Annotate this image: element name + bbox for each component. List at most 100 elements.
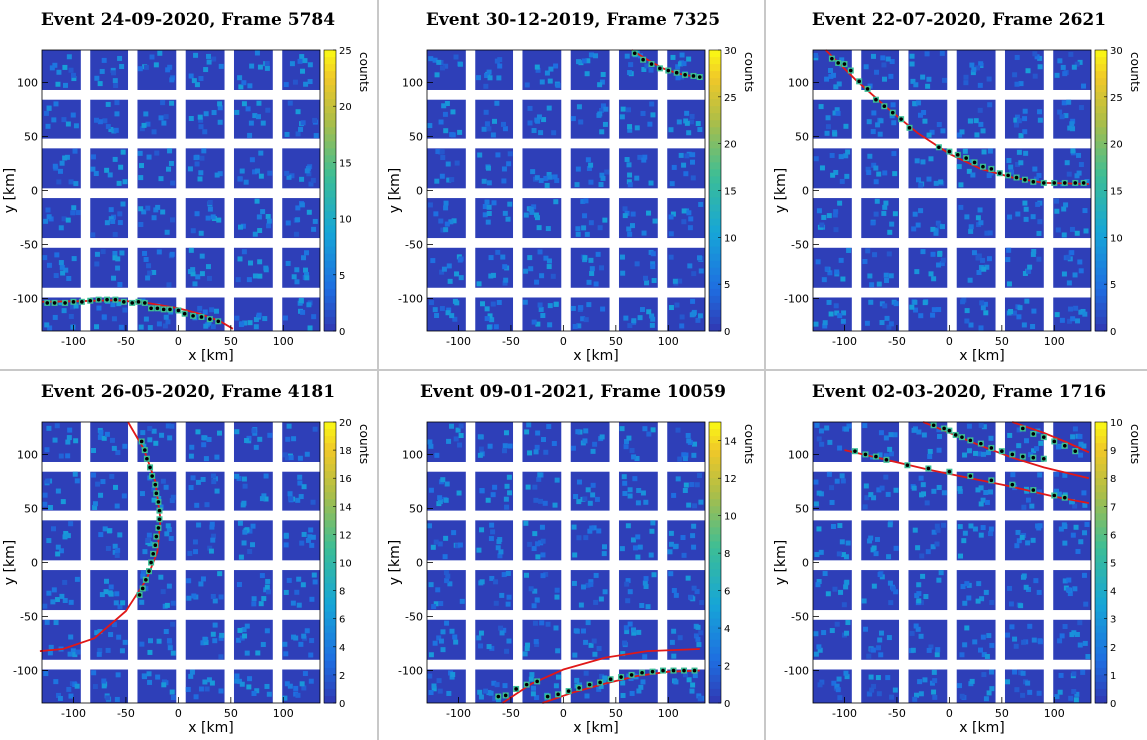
noise-pixel: [1013, 117, 1019, 123]
colorbar-segment: [1095, 583, 1107, 592]
noise-pixel: [1070, 148, 1076, 154]
track-point: [1000, 449, 1004, 453]
noise-pixel: [198, 117, 204, 123]
noise-pixel: [42, 255, 48, 261]
colorbar-tick-label: 0: [1110, 327, 1116, 338]
noise-pixel: [308, 527, 314, 533]
noise-pixel: [90, 154, 96, 160]
noise-pixel: [241, 540, 247, 546]
noise-pixel: [1022, 116, 1028, 122]
noise-pixel: [620, 270, 626, 276]
noise-pixel: [893, 487, 899, 493]
noise-pixel: [217, 430, 223, 436]
colorbar-segment: [1095, 309, 1107, 318]
x-tick-label: 100: [273, 335, 294, 348]
noise-pixel: [681, 552, 687, 558]
noise-pixel: [167, 64, 173, 70]
noise-pixel: [234, 109, 240, 115]
noise-pixel: [162, 323, 168, 329]
plot-frame: [812, 49, 1092, 332]
noise-pixel: [697, 473, 703, 479]
noise-pixel: [57, 695, 63, 701]
x-tick-label: 0: [175, 335, 182, 348]
noise-pixel: [867, 273, 873, 279]
noise-pixel: [1005, 632, 1011, 638]
x-axis-label: x [km]: [959, 348, 1004, 364]
noise-pixel: [287, 683, 293, 689]
y-axis-label: y [km]: [387, 168, 403, 213]
noise-pixel: [600, 71, 606, 77]
noise-pixel: [165, 523, 171, 529]
noise-pixel: [485, 497, 491, 503]
noise-pixel: [681, 452, 687, 458]
noise-pixel: [60, 499, 66, 505]
noise-pixel: [1083, 601, 1089, 607]
colorbar-tick-label: 4: [1110, 587, 1116, 598]
colorbar-segment: [324, 604, 336, 613]
noise-pixel: [1016, 314, 1022, 320]
noise-pixel: [165, 166, 171, 172]
noise-pixel: [671, 492, 677, 498]
noise-pixel: [980, 128, 986, 134]
noise-pixel: [534, 695, 540, 701]
noise-pixel: [242, 633, 248, 639]
noise-pixel: [937, 433, 943, 439]
noise-pixel: [586, 302, 592, 308]
detector-module: [137, 198, 177, 239]
noise-pixel: [1077, 642, 1083, 648]
noise-pixel: [476, 75, 482, 81]
noise-pixel: [118, 324, 124, 330]
noise-pixel: [650, 251, 656, 257]
noise-pixel: [296, 602, 302, 608]
colorbar-tick-label: 14: [724, 437, 737, 448]
noise-pixel: [107, 172, 113, 178]
colorbar-segment: [324, 436, 336, 444]
y-tick-label: -50: [20, 611, 38, 624]
noise-pixel: [975, 215, 981, 221]
noise-pixel: [845, 620, 851, 626]
detector-module: [908, 198, 948, 239]
noise-pixel: [534, 279, 540, 285]
noise-pixel: [444, 221, 450, 227]
noise-pixel: [486, 126, 492, 132]
noise-pixel: [1078, 268, 1084, 274]
noise-pixel: [837, 200, 843, 206]
noise-pixel: [266, 691, 272, 697]
noise-pixel: [619, 546, 625, 552]
colorbar-segment: [709, 316, 721, 325]
noise-pixel: [537, 302, 543, 308]
noise-pixel: [911, 485, 917, 491]
colorbar-segment: [1095, 436, 1107, 444]
noise-pixel: [554, 594, 560, 600]
noise-pixel: [457, 129, 463, 135]
noise-pixel: [146, 671, 152, 677]
noise-pixel: [677, 635, 683, 641]
noise-pixel: [967, 118, 973, 124]
colorbar-segment: [1095, 618, 1107, 627]
noise-pixel: [841, 310, 847, 316]
colorbar-tick-label: 0: [724, 327, 730, 338]
noise-pixel: [819, 441, 825, 447]
track-point: [848, 68, 853, 73]
noise-pixel: [984, 499, 990, 505]
noise-pixel: [116, 634, 122, 640]
noise-pixel: [844, 630, 850, 636]
noise-pixel: [813, 52, 819, 58]
noise-pixel: [626, 226, 632, 232]
noise-pixel: [68, 521, 74, 527]
noise-pixel: [985, 450, 991, 456]
x-tick-label: 0: [560, 335, 567, 348]
noise-pixel: [71, 76, 77, 82]
colorbar-segment: [1095, 695, 1107, 704]
noise-pixel: [686, 677, 692, 683]
colorbar-tick-label: 20: [339, 102, 352, 113]
noise-pixel: [1015, 529, 1021, 535]
noise-pixel: [266, 223, 272, 229]
track-point: [947, 149, 952, 154]
noise-pixel: [70, 304, 76, 310]
colorbar-segment: [324, 478, 336, 486]
noise-pixel: [493, 600, 499, 606]
noise-pixel: [311, 314, 317, 320]
noise-pixel: [828, 311, 834, 317]
noise-pixel: [109, 437, 115, 443]
